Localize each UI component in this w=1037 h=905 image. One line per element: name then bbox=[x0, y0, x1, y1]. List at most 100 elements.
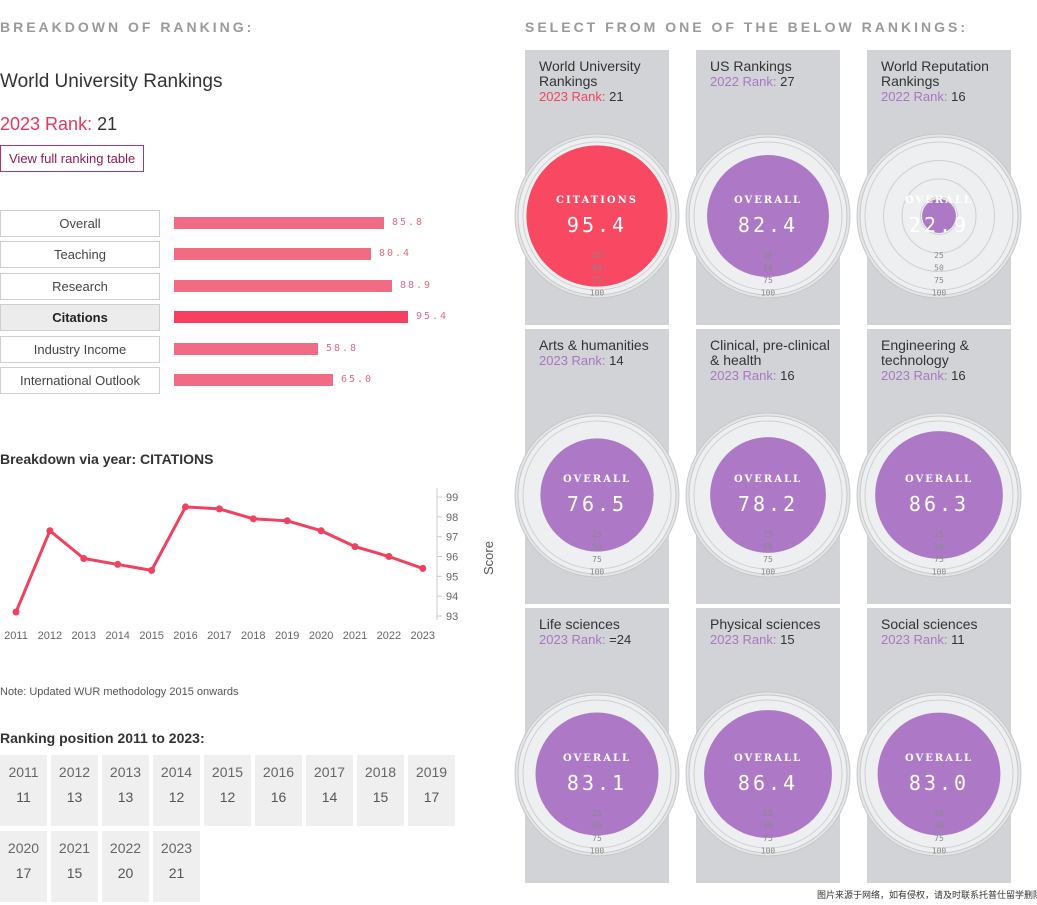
card-rank: 2023 Rank: 16 bbox=[881, 368, 1006, 383]
ranking-card[interactable]: Life sciences 2023 Rank: =24 25 50 75 100 OVER… bbox=[514, 608, 680, 883]
x-tick-label: 2012 bbox=[38, 630, 62, 642]
scale-ring bbox=[693, 141, 843, 291]
metric-bar bbox=[174, 374, 333, 386]
card-title: World University Rankings 2023 Rank: 21 bbox=[539, 59, 664, 105]
card-rank-value: 15 bbox=[780, 632, 795, 647]
year-rank-cell: 2020 17 bbox=[0, 831, 47, 902]
data-point bbox=[419, 564, 427, 572]
y-axis-label: Score bbox=[481, 541, 496, 575]
metric-button[interactable]: Research bbox=[0, 273, 160, 300]
score-circle-chart: 25 50 75 100 OVERALL 22.9 bbox=[856, 133, 1022, 299]
x-tick-label: 2022 bbox=[377, 630, 401, 642]
card-title: World Reputation Rankings 2022 Rank: 16 bbox=[881, 59, 1006, 105]
score-disc bbox=[535, 712, 659, 836]
scale-label: 100 bbox=[761, 568, 776, 577]
year-label: 2020 bbox=[7, 840, 40, 856]
ranking-card[interactable]: Clinical, pre-clinical & health 2023 Rank… bbox=[685, 329, 851, 604]
score-metric-label: OVERALL bbox=[734, 474, 802, 485]
metric-bar bbox=[174, 217, 384, 229]
ranking-position-grid: 2011 11 2012 13 2013 13 2014 12 2015 12 2016 16 2017… bbox=[0, 755, 470, 905]
metric-value: 88.9 bbox=[400, 280, 433, 291]
scale-label: 25 bbox=[934, 809, 944, 818]
card-rank-value: 11 bbox=[951, 632, 965, 647]
x-tick-label: 2013 bbox=[72, 630, 96, 642]
scale-ring bbox=[920, 197, 958, 235]
scale-ring bbox=[883, 160, 995, 272]
year-label: 2022 bbox=[109, 840, 142, 856]
metric-bar bbox=[174, 311, 408, 323]
scale-ring bbox=[522, 141, 672, 291]
score-circle-chart: 25 50 75 100 OVERALL 86.4 bbox=[685, 691, 851, 857]
score-circle-chart: 25 50 75 100 OVERALL 83.0 bbox=[856, 691, 1022, 857]
score-disc bbox=[707, 155, 829, 277]
card-title: US Rankings 2022 Rank: 27 bbox=[710, 59, 835, 90]
ranking-card[interactable]: World Reputation Rankings 2022 Rank: 16 25… bbox=[856, 50, 1022, 325]
metric-bar bbox=[174, 280, 392, 292]
metric-button[interactable]: Overall bbox=[0, 210, 160, 237]
card-title-text: Social sciences bbox=[881, 616, 978, 632]
x-tick-label: 2018 bbox=[241, 630, 265, 642]
score-circle-chart: 25 50 75 100 OVERALL 82.4 bbox=[685, 133, 851, 299]
year-rank-cell: 2019 17 bbox=[408, 755, 455, 826]
rank-position: 12 bbox=[219, 789, 236, 805]
scale-label: 75 bbox=[763, 276, 773, 285]
year-label: 2015 bbox=[211, 764, 244, 780]
breakdown-year-title: Breakdown via year: CITATIONS bbox=[0, 451, 214, 467]
ranking-card[interactable]: Social sciences 2023 Rank: 11 25 50 75 100 OVE… bbox=[856, 608, 1022, 883]
metric-button[interactable]: Teaching bbox=[0, 241, 160, 268]
ranking-card[interactable]: Arts & humanities 2023 Rank: 14 25 50 75 100 O… bbox=[514, 329, 680, 604]
x-tick-label: 2016 bbox=[173, 630, 197, 642]
x-tick-label: 2023 bbox=[411, 630, 435, 642]
metric-button[interactable]: Citations bbox=[0, 304, 160, 331]
metric-value: 58.8 bbox=[326, 343, 359, 354]
rank-label: 2023 Rank: bbox=[0, 114, 93, 134]
scale-label: 100 bbox=[932, 568, 947, 577]
year-label: 2023 bbox=[160, 840, 193, 856]
score-disc bbox=[875, 431, 1003, 559]
x-tick-label: 2019 bbox=[275, 630, 299, 642]
year-rank-cell: 2018 15 bbox=[357, 755, 404, 826]
card-rank-value: 16 bbox=[951, 89, 966, 104]
scale-label: 100 bbox=[761, 289, 776, 298]
card-rank: 2023 Rank: 14 bbox=[539, 353, 664, 368]
scale-label: 50 bbox=[934, 543, 944, 552]
card-title-text: Clinical, pre-clinical & health bbox=[710, 337, 830, 368]
x-tick-label: 2017 bbox=[207, 630, 231, 642]
metric-button[interactable]: Industry Income bbox=[0, 336, 160, 363]
card-rank: 2023 Rank: 11 bbox=[881, 632, 1006, 647]
score-metric-label: CITATIONS bbox=[556, 195, 638, 206]
scale-ring bbox=[522, 699, 672, 849]
score-disc bbox=[710, 437, 826, 553]
ranking-card[interactable]: Engineering & technology 2023 Rank: 16 25 5… bbox=[856, 329, 1022, 604]
metric-bar bbox=[174, 248, 371, 260]
scale-label: 75 bbox=[934, 276, 944, 285]
metric-list: Overall 85.8 Teaching 80.4 Research 88.9 Citat… bbox=[0, 0, 470, 400]
card-rank-label: 2023 Rank: bbox=[881, 368, 948, 383]
scale-label: 50 bbox=[592, 822, 602, 831]
card-rank-label: 2022 Rank: bbox=[710, 74, 777, 89]
score-value: 83.0 bbox=[909, 771, 969, 795]
metric-button[interactable]: International Outlook bbox=[0, 367, 160, 394]
rank-position: 14 bbox=[321, 789, 338, 805]
data-point bbox=[12, 608, 20, 616]
data-point bbox=[114, 560, 122, 568]
scale-label: 50 bbox=[763, 543, 773, 552]
scale-label: 100 bbox=[590, 847, 605, 856]
score-circle-chart: 25 50 75 100 OVERALL 83.1 bbox=[514, 691, 680, 857]
score-circle-chart: 25 50 75 100 OVERALL 76.5 bbox=[514, 412, 680, 578]
metric-value: 85.8 bbox=[392, 217, 425, 228]
scale-label: 25 bbox=[763, 251, 773, 260]
score-metric-label: OVERALL bbox=[734, 195, 802, 206]
scale-label: 75 bbox=[592, 276, 602, 285]
ranking-card[interactable]: World University Rankings 2023 Rank: 21 25… bbox=[514, 50, 680, 325]
score-value: 83.1 bbox=[567, 771, 627, 795]
ranking-card[interactable]: Physical sciences 2023 Rank: 15 25 50 75 100 O… bbox=[685, 608, 851, 883]
card-rank-value: 27 bbox=[780, 74, 795, 89]
view-full-table-button[interactable]: View full ranking table bbox=[0, 145, 145, 172]
breakdown-heading: BREAKDOWN OF RANKING: bbox=[0, 19, 255, 35]
card-rank-label: 2022 Rank: bbox=[881, 89, 948, 104]
score-metric-label: OVERALL bbox=[905, 474, 973, 485]
year-rank-cell: 2014 12 bbox=[153, 755, 200, 826]
ranking-card[interactable]: US Rankings 2022 Rank: 27 25 50 75 100 OVERALL… bbox=[685, 50, 851, 325]
